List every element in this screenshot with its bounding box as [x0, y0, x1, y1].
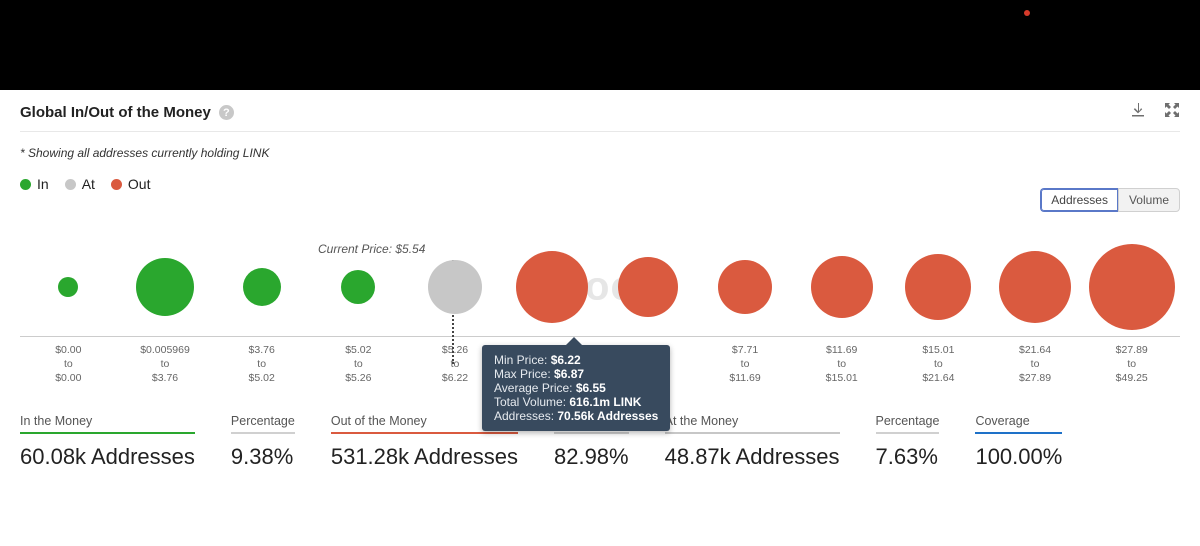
stat-label: In the Money: [20, 414, 195, 432]
stat-value: 9.38%: [231, 444, 293, 470]
stat-underline: [20, 432, 195, 434]
stat-label: Percentage: [231, 414, 295, 432]
axis-separator: [20, 336, 1180, 337]
panel-header: Global In/Out of the Money ?: [20, 90, 1180, 132]
bubble-column: [20, 242, 117, 332]
stat-underline: [554, 432, 629, 434]
axis-label: $5.02to$5.26: [310, 343, 407, 386]
top-black-bar: [0, 0, 1200, 90]
bubble-column: [697, 242, 794, 332]
bubble[interactable]: [905, 254, 971, 320]
axis-label: $21.64to$27.89: [987, 343, 1084, 386]
axis-label: $27.89to$49.25: [1083, 343, 1180, 386]
bubble[interactable]: [999, 251, 1071, 323]
bubble[interactable]: [516, 251, 588, 323]
bubble-tooltip: Min Price: $6.22Max Price: $6.87Average …: [482, 345, 670, 431]
stat-block: Percentage 7.63%: [876, 414, 940, 470]
axis-label: $3.76to$5.02: [213, 343, 310, 386]
stat-underline: [665, 432, 840, 434]
stat-underline: [231, 432, 295, 434]
legend-label-at: At: [82, 176, 95, 192]
bubble-column: [407, 242, 504, 332]
axis-label: $0.005969to$3.76: [117, 343, 214, 386]
axis-label: $15.01to$21.64: [890, 343, 987, 386]
stat-value: 531.28k Addresses: [331, 444, 518, 470]
bubble-column: [890, 242, 987, 332]
bubble[interactable]: [811, 256, 873, 318]
bubble-column: [213, 242, 310, 332]
bubble-chart: Current Price: $5.54 Block $0.00to$0.00$…: [20, 242, 1180, 386]
bubble[interactable]: [136, 258, 194, 316]
bubble[interactable]: [1089, 244, 1175, 330]
help-icon[interactable]: ?: [219, 105, 234, 120]
stat-underline: [975, 432, 1062, 434]
bubble-column: [503, 242, 600, 332]
stat-label: Percentage: [876, 414, 940, 432]
axis-label: $0.00to$0.00: [20, 343, 117, 386]
bubble[interactable]: [341, 270, 375, 304]
bubble-column: [117, 242, 214, 332]
legend-dot-at: [65, 179, 76, 190]
legend-dot-out: [111, 179, 122, 190]
bubble[interactable]: [243, 268, 281, 306]
legend-dot-in: [20, 179, 31, 190]
expand-icon[interactable]: [1164, 102, 1180, 123]
bubble[interactable]: [58, 277, 78, 297]
stat-block: Coverage 100.00%: [975, 414, 1062, 470]
panel-title: Global In/Out of the Money: [20, 104, 211, 121]
stat-label: Coverage: [975, 414, 1062, 432]
filter-note: * Showing all addresses currently holdin…: [20, 146, 1180, 160]
stat-underline: [876, 432, 940, 434]
stat-value: 7.63%: [876, 444, 938, 470]
toggle-addresses[interactable]: Addresses: [1040, 188, 1118, 212]
bubble-column: [310, 242, 407, 332]
legend-label-out: Out: [128, 176, 151, 192]
toggle-volume[interactable]: Volume: [1118, 188, 1180, 212]
download-icon[interactable]: [1130, 102, 1146, 123]
stat-underline: [331, 432, 518, 434]
bubble[interactable]: [428, 260, 482, 314]
notification-dot: [1024, 10, 1030, 16]
stat-block: Percentage 9.38%: [231, 414, 295, 470]
bubble[interactable]: [718, 260, 772, 314]
bubble-column: [600, 242, 697, 332]
bubble-column: [1083, 242, 1180, 332]
axis-label: $7.71to$11.69: [697, 343, 794, 386]
stat-block: At the Money 48.87k Addresses: [665, 414, 840, 470]
stat-value: 60.08k Addresses: [20, 444, 195, 470]
bubble[interactable]: [618, 257, 678, 317]
axis-label: $11.69to$15.01: [793, 343, 890, 386]
bubble-column: [987, 242, 1084, 332]
stat-label: At the Money: [665, 414, 840, 432]
legend-label-in: In: [37, 176, 49, 192]
bubble-column: [793, 242, 890, 332]
mode-toggle: Addresses Volume: [1040, 188, 1180, 212]
stat-value: 82.98%: [554, 444, 629, 470]
stat-value: 100.00%: [975, 444, 1062, 470]
stat-block: In the Money 60.08k Addresses: [20, 414, 195, 470]
stat-value: 48.87k Addresses: [665, 444, 840, 470]
